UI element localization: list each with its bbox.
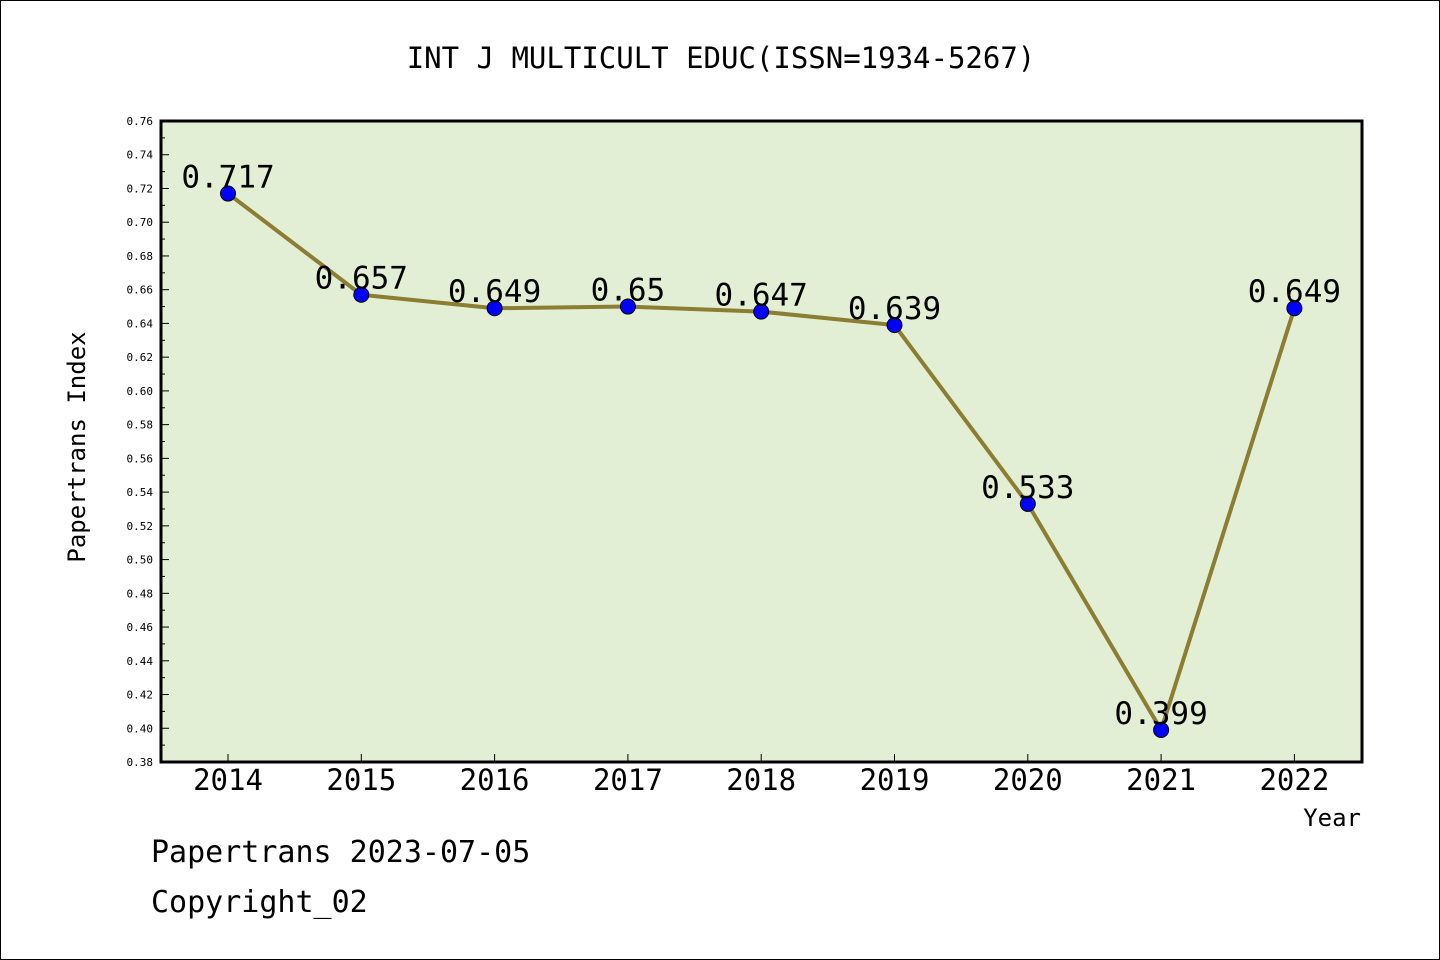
y-tick-label: 0.46 bbox=[127, 621, 154, 634]
y-tick-label: 0.76 bbox=[127, 115, 154, 128]
data-point bbox=[1286, 300, 1303, 317]
x-tick-label: 2014 bbox=[193, 763, 263, 797]
data-label: 0.649 bbox=[1248, 274, 1341, 310]
data-label: 0.399 bbox=[1114, 696, 1207, 732]
data-point bbox=[1153, 721, 1170, 738]
x-tick-label: 2018 bbox=[726, 763, 796, 797]
footer-copyright: Copyright_02 bbox=[151, 885, 368, 920]
y-tick-label: 0.60 bbox=[127, 385, 154, 398]
footer-date: Papertrans 2023-07-05 bbox=[151, 835, 531, 870]
x-tick-label: 2021 bbox=[1126, 763, 1196, 797]
y-tick-label: 0.38 bbox=[127, 756, 154, 769]
data-point bbox=[1019, 495, 1036, 512]
y-tick-label: 0.68 bbox=[127, 250, 154, 263]
data-label: 0.647 bbox=[715, 278, 808, 314]
y-axis: 0.38 0.40 0.42 0.44 0.46 0.48 0.50 0.52 0.54 0.56… bbox=[127, 115, 169, 769]
x-tick-label: 2015 bbox=[326, 763, 396, 797]
x-tick-label: 2016 bbox=[460, 763, 530, 797]
data-label: 0.657 bbox=[315, 261, 408, 297]
y-tick-label: 0.48 bbox=[127, 587, 154, 600]
y-tick-label: 0.44 bbox=[127, 655, 154, 668]
data-point bbox=[220, 185, 236, 202]
plot-area bbox=[159, 119, 1364, 764]
y-tick-label: 0.62 bbox=[127, 351, 154, 364]
y-tick-label: 0.52 bbox=[127, 520, 154, 533]
y-tick-label: 0.66 bbox=[127, 284, 154, 297]
data-point bbox=[353, 286, 370, 303]
data-series: 0.717 0.657 0.649 0.65 0.647 0.639 0.533 0.399 0… bbox=[181, 160, 1341, 738]
y-tick-label: 0.70 bbox=[127, 216, 154, 229]
y-tick-label: 0.50 bbox=[127, 554, 154, 567]
data-label: 0.639 bbox=[848, 291, 941, 327]
data-point bbox=[619, 298, 636, 315]
x-tick-label: 2022 bbox=[1259, 763, 1329, 797]
data-label: 0.533 bbox=[981, 470, 1074, 506]
data-label: 0.717 bbox=[181, 160, 274, 196]
x-axis-title: Year bbox=[1303, 804, 1361, 832]
y-tick-label: 0.42 bbox=[127, 689, 154, 702]
data-label: 0.649 bbox=[448, 274, 541, 310]
x-tick-label: 2017 bbox=[593, 763, 663, 797]
y-tick-label: 0.58 bbox=[127, 419, 154, 432]
data-label: 0.65 bbox=[591, 273, 666, 309]
chart-title: INT J MULTICULT EDUC(ISSN=1934-5267) bbox=[407, 41, 1036, 75]
x-tick-label: 2019 bbox=[860, 763, 930, 797]
y-tick-label: 0.72 bbox=[127, 182, 154, 195]
y-tick-label: 0.54 bbox=[127, 486, 154, 499]
data-point bbox=[486, 300, 503, 317]
y-tick-label: 0.40 bbox=[127, 722, 154, 735]
data-point bbox=[753, 303, 770, 320]
y-tick-label: 0.56 bbox=[127, 452, 154, 465]
x-tick-label: 2020 bbox=[993, 763, 1063, 797]
x-axis: 2014 2015 2016 2017 2018 2019 2020 2021 2022 bbox=[193, 754, 1329, 797]
y-tick-label: 0.74 bbox=[127, 149, 154, 162]
y-tick-label: 0.64 bbox=[127, 317, 154, 330]
data-point bbox=[886, 317, 903, 334]
y-axis-title: Papertrans Index bbox=[63, 331, 91, 562]
